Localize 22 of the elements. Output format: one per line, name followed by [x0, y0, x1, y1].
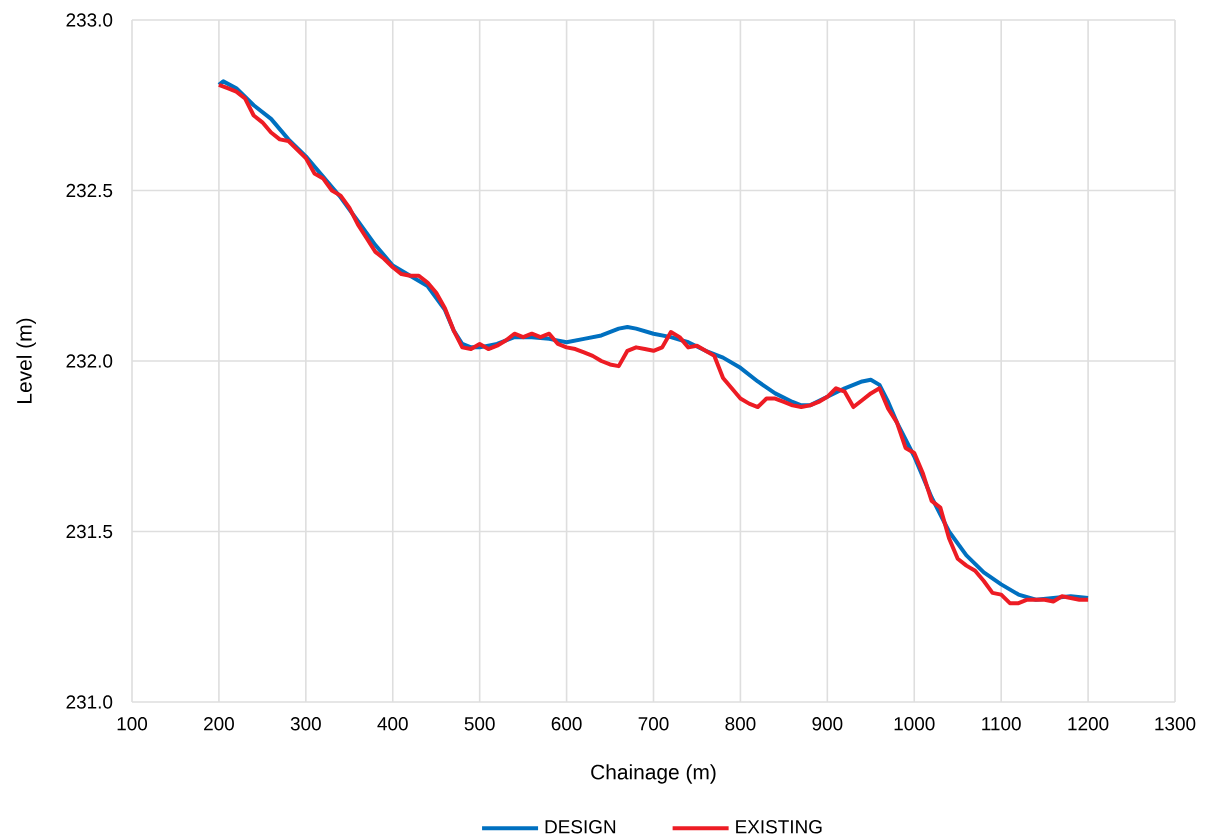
x-tick-label: 1200 [1068, 717, 1109, 731]
y-axis-title: Level (m) [16, 318, 36, 403]
x-tick-label: 600 [551, 717, 582, 731]
x-tick-label: 700 [638, 717, 669, 731]
x-tick-label: 1100 [982, 717, 1021, 731]
legend-label: EXISTING [736, 820, 822, 834]
x-tick-label: 400 [377, 717, 408, 731]
y-tick-label: 232.0 [66, 354, 113, 368]
x-tick-label: 100 [117, 717, 148, 731]
x-tick-label: 200 [204, 717, 234, 731]
y-tick-label: 231.5 [66, 524, 113, 539]
legend-label: DESIGN [545, 820, 616, 834]
x-tick-label: 1300 [1155, 717, 1196, 731]
x-tick-label: 500 [464, 717, 495, 731]
x-tick-label: 300 [290, 717, 321, 731]
x-tick-label: 900 [812, 717, 843, 731]
y-tick-label: 232.5 [66, 183, 113, 198]
x-tick-label: 1000 [894, 717, 935, 731]
x-tick-label: 800 [725, 717, 756, 731]
x-axis-title: Chainage (m) [591, 764, 716, 784]
y-tick-label: 231.0 [66, 695, 113, 709]
y-tick-label: 233.0 [66, 13, 113, 27]
